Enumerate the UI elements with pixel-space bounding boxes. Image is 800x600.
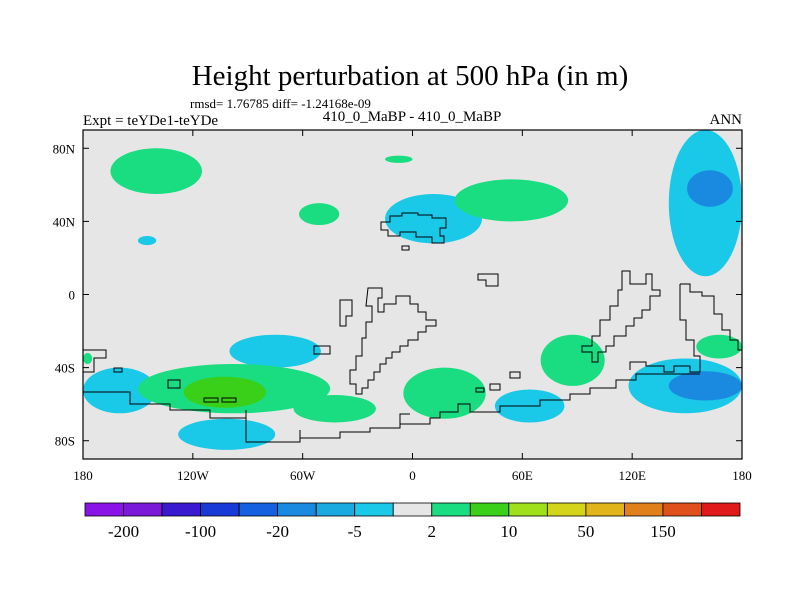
- coast-southern-1: [167, 379, 181, 389]
- y-tick-label-1: 40N: [53, 214, 76, 229]
- field-region-10: [110, 148, 202, 194]
- field-region-11: [299, 203, 340, 226]
- x-tick-label-3: 0: [409, 468, 416, 483]
- season-label: ANN: [710, 112, 743, 128]
- axis-ticks: 180 120W 60W 0 60E 120E 180 80N 40N 0 40S 80S: [53, 130, 752, 483]
- field-region-18: [696, 334, 742, 359]
- coast-small-4: [489, 383, 501, 391]
- coast-southern-3: [221, 397, 237, 403]
- colorbar-swatch-5: [277, 502, 317, 517]
- colorbar-swatch-9: [431, 502, 471, 517]
- field-region-3: [83, 367, 157, 414]
- coast-eurasia: [380, 212, 447, 244]
- field-region-19: [83, 352, 93, 364]
- coast-asia-east: [581, 270, 661, 363]
- x-tick-label-4: 60E: [512, 468, 533, 483]
- colorbar-swatch-0: [84, 502, 124, 517]
- colorbar-swatch-14: [624, 502, 664, 517]
- x-tick-label-2: 60W: [290, 468, 316, 483]
- field-region-15: [293, 395, 376, 423]
- colorbar-label-2: -20: [266, 522, 289, 541]
- x-tick-label-5: 120E: [618, 468, 646, 483]
- coast-pacific-islands: [629, 283, 742, 373]
- map-plot: 180 120W 60W 0 60E 120E 180 80N 40N 0 40S 80S: [53, 129, 752, 483]
- colorbar: -200 -100 -20 -5 2 10 50 150: [84, 502, 741, 541]
- colorbar-swatch-16: [701, 502, 741, 517]
- coast-americas: [349, 287, 437, 395]
- coast-central: [339, 299, 353, 327]
- coast-island: [401, 245, 410, 251]
- colorbar-label-6: 50: [577, 522, 594, 541]
- coast-small-1: [313, 345, 331, 355]
- colorbar-label-4: 2: [428, 522, 437, 541]
- colorbar-label-5: 10: [500, 522, 517, 541]
- field-region-12: [385, 155, 413, 163]
- chart-title: Height perturbation at 500 hPa (in m): [192, 60, 629, 92]
- colorbar-swatch-2: [161, 502, 201, 517]
- colorbar-label-7: 150: [650, 522, 676, 541]
- field-region-20: [183, 376, 267, 408]
- colorbar-swatch-7: [354, 502, 394, 517]
- x-tick-label-1: 120W: [177, 468, 210, 483]
- colorbar-swatch-15: [662, 502, 702, 517]
- field-shading: [83, 130, 742, 450]
- x-tick-label-0: 180: [73, 468, 93, 483]
- coast-small-5: [509, 371, 521, 379]
- colorbar-swatch-11: [508, 502, 548, 517]
- y-tick-label-0: 80N: [53, 141, 76, 156]
- colorbar-swatch-4: [238, 502, 279, 517]
- x-tick-label-6: 180: [732, 468, 752, 483]
- colorbar-swatch-1: [123, 502, 163, 517]
- field-region-5: [137, 236, 157, 246]
- colorbar-swatch-10: [469, 502, 510, 517]
- coast-antarctic: [83, 373, 700, 443]
- stats-label: rmsd= 1.76785 diff= -1.24168e-09: [190, 96, 371, 111]
- expt-label: Expt = teYDe1-teYDe: [83, 113, 218, 129]
- colorbar-label-0: -200: [108, 522, 139, 541]
- y-tick-label-4: 80S: [55, 434, 75, 449]
- coast-small-3: [475, 387, 485, 393]
- field-region-13: [454, 179, 569, 222]
- coastlines: [83, 212, 742, 443]
- coast-south-pacific: [113, 367, 123, 373]
- y-tick-label-2: 0: [69, 288, 76, 303]
- case-label: 410_0_MaBP - 410_0_MaBP: [323, 109, 502, 125]
- field-region-16: [403, 367, 486, 419]
- colorbar-swatch-3: [200, 502, 240, 517]
- field-region-8: [687, 170, 733, 207]
- colorbar-swatch-12: [546, 502, 587, 517]
- colorbar-swatch-6: [315, 502, 356, 517]
- colorbar-swatch-13: [585, 502, 625, 517]
- field-region-2: [229, 334, 321, 368]
- y-tick-label-3: 40S: [55, 361, 75, 376]
- coast-southern-2: [203, 397, 219, 403]
- coast-north-pacific: [83, 349, 107, 373]
- field-region-4: [178, 418, 276, 450]
- colorbar-label-3: -5: [348, 522, 362, 541]
- field-region-17: [540, 334, 605, 386]
- colorbar-swatch-8: [392, 502, 433, 517]
- coast-small-2: [477, 273, 499, 287]
- field-region-9: [668, 371, 742, 401]
- colorbar-label-1: -100: [185, 522, 216, 541]
